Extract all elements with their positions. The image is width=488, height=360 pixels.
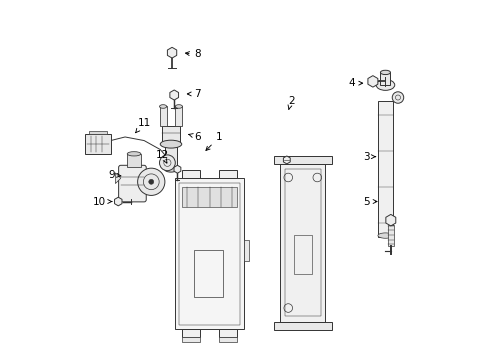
Text: 5: 5 xyxy=(363,197,376,207)
Bar xyxy=(219,170,236,178)
Polygon shape xyxy=(174,165,181,173)
Bar xyxy=(377,101,392,237)
Ellipse shape xyxy=(159,105,166,108)
Bar xyxy=(164,144,177,169)
Bar xyxy=(127,154,141,167)
Bar xyxy=(293,235,311,274)
Bar xyxy=(182,170,199,178)
Bar xyxy=(244,239,248,261)
Bar xyxy=(85,134,110,154)
Text: 8: 8 xyxy=(185,49,201,59)
Circle shape xyxy=(391,92,403,103)
Bar xyxy=(219,337,236,342)
Polygon shape xyxy=(283,156,290,164)
Bar xyxy=(194,250,223,297)
Bar xyxy=(273,321,331,329)
Text: 3: 3 xyxy=(363,152,375,162)
Text: 10: 10 xyxy=(93,197,112,207)
Bar xyxy=(219,329,236,337)
Polygon shape xyxy=(115,173,121,184)
Circle shape xyxy=(159,155,175,171)
Bar xyxy=(162,126,180,144)
Text: 1: 1 xyxy=(205,132,222,150)
Text: 7: 7 xyxy=(187,89,201,99)
Bar xyxy=(380,72,389,85)
Ellipse shape xyxy=(127,152,141,156)
Bar xyxy=(159,107,166,126)
Circle shape xyxy=(148,179,153,184)
Bar xyxy=(179,183,240,324)
Bar xyxy=(182,337,199,342)
Ellipse shape xyxy=(175,105,182,108)
Text: 6: 6 xyxy=(188,132,201,142)
Polygon shape xyxy=(114,197,122,206)
Ellipse shape xyxy=(164,166,177,172)
Bar xyxy=(174,178,244,329)
Bar xyxy=(175,107,182,126)
Text: 4: 4 xyxy=(348,78,362,88)
Text: 12: 12 xyxy=(155,150,168,163)
Ellipse shape xyxy=(375,80,394,90)
Bar xyxy=(182,329,199,337)
Polygon shape xyxy=(169,90,178,100)
Bar xyxy=(280,164,325,321)
Bar xyxy=(88,131,107,134)
Bar xyxy=(182,187,237,207)
Bar xyxy=(387,225,393,246)
Ellipse shape xyxy=(380,70,389,75)
Text: 2: 2 xyxy=(287,96,294,109)
Polygon shape xyxy=(385,215,395,226)
Polygon shape xyxy=(167,47,176,58)
Bar xyxy=(284,169,320,316)
Text: 11: 11 xyxy=(135,118,150,133)
Polygon shape xyxy=(367,76,377,87)
Text: 9: 9 xyxy=(108,170,121,180)
Circle shape xyxy=(137,168,164,195)
Bar xyxy=(273,156,331,164)
Ellipse shape xyxy=(160,140,182,148)
FancyBboxPatch shape xyxy=(119,165,146,202)
Ellipse shape xyxy=(377,233,392,238)
